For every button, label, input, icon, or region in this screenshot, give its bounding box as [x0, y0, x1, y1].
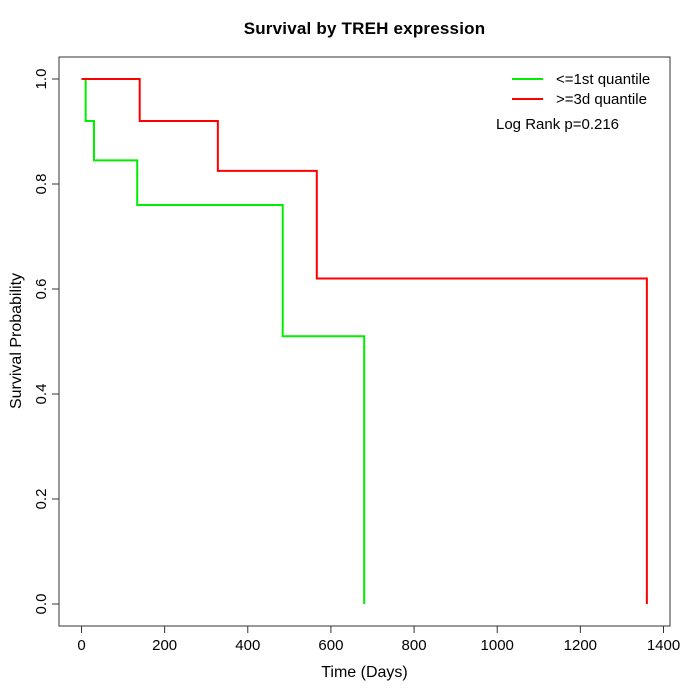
x-axis-tick-label: 1200 — [564, 637, 597, 654]
km-curve-low-expression — [81, 78, 366, 604]
legend-label: >=3d quantile — [556, 90, 647, 108]
x-axis-tick-label: 800 — [402, 637, 427, 654]
x-axis-tick-label: 0 — [77, 637, 85, 654]
y-axis-tick-label: 0.2 — [33, 489, 50, 510]
y-axis-tick-label: 0.6 — [33, 279, 50, 300]
y-axis-tick-label: 0.0 — [33, 594, 50, 615]
x-axis-tick-label: 1000 — [481, 637, 514, 654]
x-axis-tick-label: 600 — [318, 637, 343, 654]
legend-item-low-expression: <=1st quantile — [512, 69, 650, 89]
x-axis-tick-label: 200 — [152, 637, 177, 654]
legend-line-red — [512, 98, 543, 100]
x-axis-title: Time (Days) — [321, 664, 408, 681]
y-axis-tick-label: 0.8 — [33, 174, 50, 195]
legend-line-green — [512, 78, 543, 80]
km-curve-high-expression — [81, 78, 648, 604]
legend: <=1st quantile >=3d quantile — [512, 69, 650, 109]
x-axis-tick-label: 400 — [235, 637, 260, 654]
log-rank-pvalue: Log Rank p=0.216 — [496, 116, 620, 133]
x-axis-tick-label: 1400 — [647, 637, 680, 654]
legend-item-high-expression: >=3d quantile — [512, 89, 650, 109]
y-axis-tick-label: 0.4 — [33, 384, 50, 405]
y-axis-tick-label: 1.0 — [33, 69, 50, 90]
y-axis-title: Survival Probability — [8, 272, 25, 410]
legend-label: <=1st quantile — [556, 70, 651, 88]
plot-border — [58, 56, 671, 627]
chart-title: Survival by TREH expression — [243, 19, 486, 38]
